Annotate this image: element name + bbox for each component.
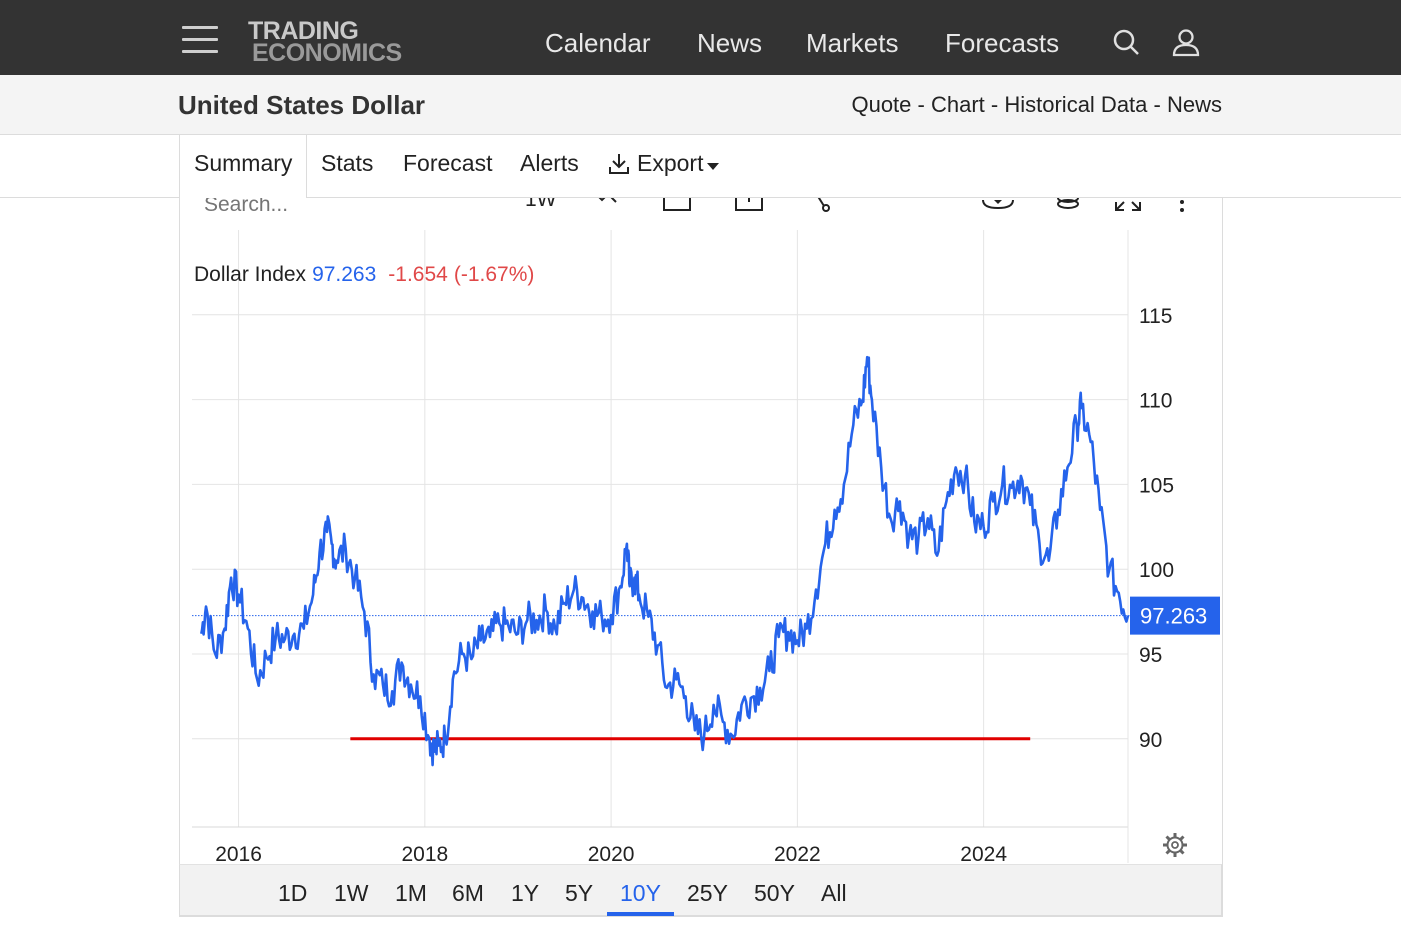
trading-economics-logo[interactable]: TRADING ECONOMICS bbox=[248, 18, 428, 68]
range-button-1m[interactable]: 1M bbox=[395, 880, 427, 906]
logo-text-top: TRADING bbox=[248, 17, 359, 45]
tab-stats[interactable]: Stats bbox=[321, 150, 374, 176]
y-tick-label: 110 bbox=[1139, 390, 1172, 413]
nav-news[interactable]: News bbox=[697, 28, 763, 58]
nav-calendar[interactable]: Calendar bbox=[545, 28, 651, 58]
range-button-all[interactable]: All bbox=[821, 880, 847, 906]
quote-legend: Dollar Index 97.263 -1.654 (-1.67%) bbox=[194, 263, 534, 286]
price-tag-bg bbox=[1130, 596, 1220, 635]
interval-select[interactable]: 1W bbox=[525, 198, 557, 211]
range-button-6m[interactable]: 6M bbox=[452, 880, 484, 906]
x-tick-label: 2024 bbox=[960, 843, 1007, 864]
range-button-50y[interactable]: 50Y bbox=[754, 880, 795, 906]
series-change-pct: (-1.67%) bbox=[454, 263, 535, 286]
y-tick-label: 115 bbox=[1139, 305, 1172, 328]
menu-icon[interactable] bbox=[182, 26, 218, 54]
download-icon bbox=[607, 152, 631, 176]
link-chart[interactable]: Chart bbox=[930, 92, 985, 117]
series-line bbox=[200, 355, 1130, 767]
top-navbar: TRADING ECONOMICS Calendar News Markets … bbox=[0, 0, 1401, 75]
x-tick-label: 2016 bbox=[215, 843, 262, 864]
tabs-divider bbox=[0, 197, 1401, 198]
x-tick-label: 2018 bbox=[401, 843, 448, 864]
search-icon[interactable] bbox=[1112, 26, 1142, 58]
nav-markets[interactable]: Markets bbox=[806, 28, 899, 58]
logo-text-bottom: ECONOMICS bbox=[252, 39, 402, 67]
link-historical-data[interactable]: Historical Data bbox=[1004, 92, 1148, 117]
more-icon[interactable] bbox=[1176, 198, 1188, 212]
y-tick-label: 105 bbox=[1139, 474, 1174, 497]
chart-toolbar: 1W bbox=[180, 198, 1220, 222]
series-name: Dollar Index bbox=[194, 263, 307, 286]
link-separator: - bbox=[917, 92, 931, 117]
chart-search[interactable] bbox=[188, 198, 488, 222]
tab-forecast[interactable]: Forecast bbox=[403, 150, 493, 176]
database-icon[interactable] bbox=[1056, 198, 1080, 212]
y-tick-label: 95 bbox=[1139, 644, 1162, 667]
tab-summary-frame bbox=[179, 135, 307, 205]
x-tick-label: 2020 bbox=[588, 843, 635, 864]
range-button-5y[interactable]: 5Y bbox=[565, 880, 594, 906]
title-bar bbox=[0, 75, 1401, 135]
tab-summary[interactable]: Summary bbox=[194, 150, 293, 176]
export-label: Export bbox=[637, 150, 704, 176]
x-axis: 2016 2018 2020 2022 2024 bbox=[192, 826, 1128, 864]
x-tick-label: 2022 bbox=[774, 843, 821, 864]
active-range-underline bbox=[607, 912, 674, 916]
price-tag-label: 97.263 bbox=[1140, 604, 1207, 629]
add-indicator-icon[interactable] bbox=[734, 198, 764, 212]
range-button-25y[interactable]: 25Y bbox=[687, 880, 728, 906]
download-icon[interactable] bbox=[980, 198, 1016, 212]
user-icon[interactable] bbox=[1171, 26, 1201, 58]
link-news[interactable]: News bbox=[1166, 92, 1222, 117]
link-separator: - bbox=[1153, 92, 1167, 117]
draw-icon[interactable] bbox=[808, 198, 838, 212]
caret-down-icon bbox=[707, 150, 720, 177]
price-tag: 97.263 bbox=[1130, 596, 1220, 635]
series-change: -1.654 bbox=[388, 263, 448, 286]
range-button-10y[interactable]: 10Y bbox=[620, 880, 661, 906]
settings-icon[interactable] bbox=[1163, 833, 1187, 857]
dollar-index-chart[interactable]: 2016 2018 2020 2022 2024 90 95 100 105 110 115 Do… bbox=[180, 222, 1220, 864]
link-quote[interactable]: Quote bbox=[851, 92, 912, 117]
compare-icon[interactable] bbox=[662, 198, 692, 212]
y-axis: 90 95 100 105 110 115 bbox=[1127, 230, 1174, 863]
y-tick-label: 100 bbox=[1139, 559, 1174, 582]
search-input[interactable] bbox=[202, 198, 476, 220]
nav-forecasts[interactable]: Forecasts bbox=[945, 28, 1060, 58]
range-button-1w[interactable]: 1W bbox=[334, 880, 369, 906]
chart-type-icon[interactable] bbox=[590, 198, 620, 212]
range-selector-bar bbox=[179, 864, 1222, 916]
series-price: 97.263 bbox=[312, 263, 376, 286]
link-separator: - bbox=[990, 92, 1005, 117]
range-button-1y[interactable]: 1Y bbox=[511, 880, 540, 906]
page-title: United States Dollar bbox=[178, 90, 426, 120]
fullscreen-icon[interactable] bbox=[1112, 198, 1144, 212]
quick-links: Quote - Chart - Historical Data - News bbox=[851, 92, 1222, 118]
tab-alerts[interactable]: Alerts bbox=[520, 150, 579, 176]
y-tick-label: 90 bbox=[1139, 729, 1162, 752]
range-button-1d[interactable]: 1D bbox=[278, 880, 308, 906]
tab-export[interactable]: Export bbox=[607, 150, 720, 177]
